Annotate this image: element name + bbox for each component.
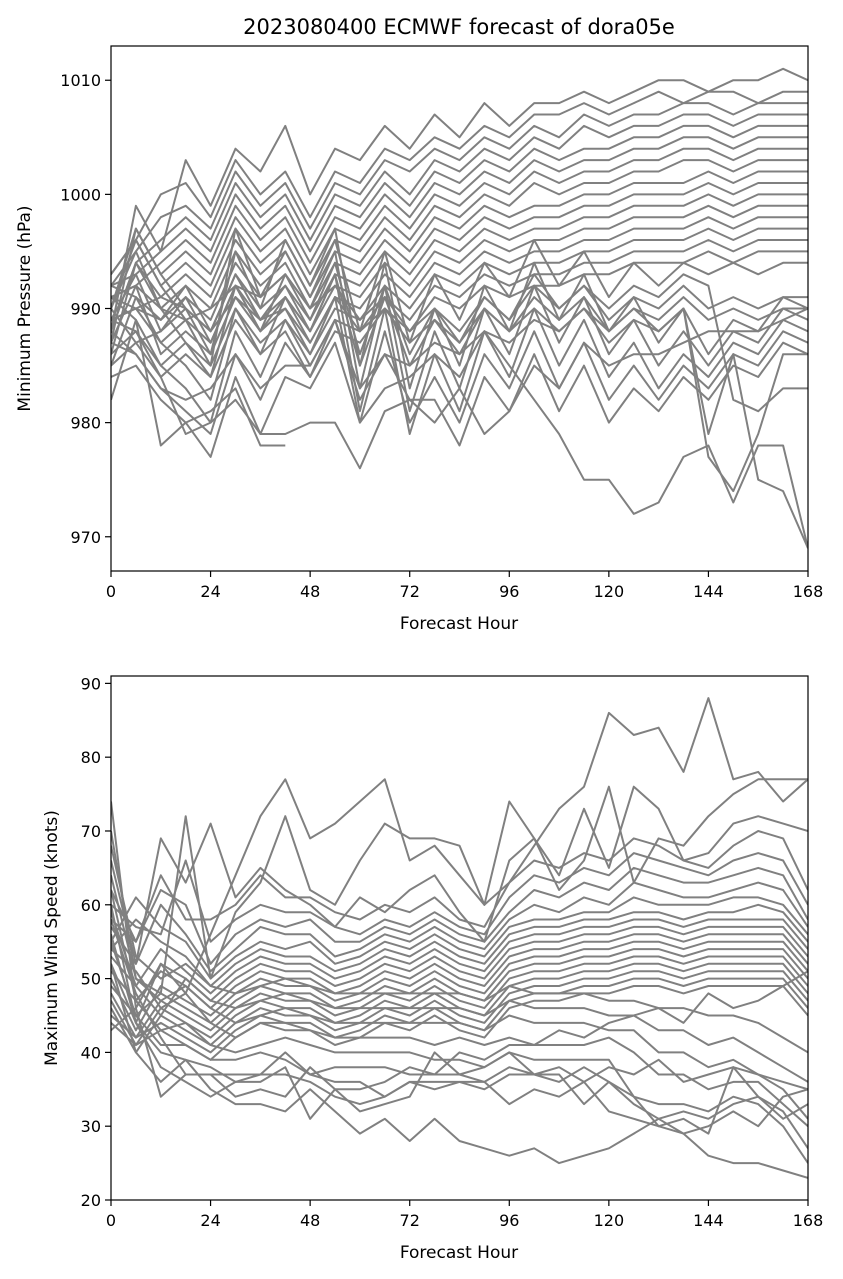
wind-series: [111, 697, 808, 1179]
wind-series-line-3: [111, 785, 808, 965]
pressure-series-line-12: [111, 204, 808, 333]
wind-series-line-1: [111, 697, 808, 1010]
pressure-series-line-28: [111, 307, 808, 549]
pressure-y-axis-label: Minimum Pressure (hPa): [15, 205, 35, 411]
wind-x-tick-label: 96: [499, 1211, 519, 1230]
wind-y-tick-label: 60: [81, 896, 101, 915]
pressure-y-tick-label: 1000: [60, 185, 101, 204]
wind-series-line-20: [111, 970, 808, 1098]
pressure-series-line-7: [111, 147, 808, 343]
pressure-y-tick-label: 1010: [60, 71, 101, 90]
wind-series-line-19: [111, 985, 808, 1061]
wind-series-line-30: [111, 845, 808, 1054]
pressure-x-tick-label: 120: [594, 582, 625, 601]
wind-series-line-28: [111, 875, 808, 1120]
wind-series-line-23: [111, 919, 808, 1135]
wind-series-line-22: [111, 934, 808, 1179]
wind-y-tick-label: 30: [81, 1117, 101, 1136]
wind-series-line-12: [111, 933, 808, 1010]
pressure-series-line-5: [111, 124, 808, 321]
wind-series-line-25: [111, 941, 808, 1149]
wind-series-line-15: [111, 955, 808, 1039]
wind-series-line-4: [111, 830, 808, 943]
wind-series-line-5: [111, 852, 808, 943]
wind-series-line-17: [111, 970, 808, 1054]
wind-series-line-13: [111, 940, 808, 1032]
pressure-series-line-17: [111, 227, 808, 390]
wind-y-tick-label: 20: [81, 1191, 101, 1210]
pressure-y-ticks: 970 980 990 1000 1010: [60, 71, 111, 547]
chart-title: 2023080400 ECMWF forecast of dora05e: [243, 15, 675, 39]
wind-series-line-10: [111, 918, 808, 995]
pressure-x-axis-label: Forecast Hour: [400, 614, 518, 634]
pressure-series-line-6: [111, 136, 808, 299]
pressure-series-line-29: [111, 273, 808, 413]
pressure-x-ticks: 0 24 48 72 96 120 144 168: [106, 571, 823, 601]
wind-y-tick-label: 70: [81, 822, 101, 841]
wind-series-line-27: [111, 948, 808, 1127]
pressure-series-line-21: [111, 318, 808, 447]
pressure-x-tick-label: 144: [693, 582, 724, 601]
wind-series-line-9: [111, 903, 808, 987]
pressure-series-line-20: [111, 296, 808, 424]
pressure-series-line-3: [111, 102, 808, 287]
pressure-series-line-4: [111, 113, 808, 355]
pressure-series-line-8: [111, 159, 808, 287]
wind-x-tick-label: 72: [400, 1211, 420, 1230]
pressure-x-tick-label: 24: [200, 582, 220, 601]
pressure-x-tick-label: 96: [499, 582, 519, 601]
pressure-series-line-24: [111, 227, 808, 367]
pressure-series: [111, 67, 808, 549]
wind-y-tick-label: 40: [81, 1043, 101, 1062]
wind-plot-frame: [110, 675, 809, 1201]
pressure-series-line-9: [111, 170, 808, 332]
pressure-series-line-25: [111, 307, 808, 470]
pressure-x-tick-label: 48: [300, 582, 320, 601]
pressure-series-line-15: [111, 239, 808, 367]
wind-y-tick-label: 90: [81, 674, 101, 693]
pressure-series-line-26: [111, 318, 286, 447]
pressure-series-line-30: [111, 296, 808, 493]
pressure-series-line-10: [111, 182, 808, 310]
wind-y-tick-label: 50: [81, 970, 101, 989]
pressure-y-tick-label: 980: [70, 414, 101, 433]
wind-x-tick-label: 24: [200, 1211, 220, 1230]
wind-x-tick-label: 48: [300, 1211, 320, 1230]
wind-series-line-11: [111, 925, 808, 1024]
pressure-series-line-2: [111, 90, 808, 309]
wind-series-line-26: [111, 889, 808, 1164]
wind-y-axis-label: Maximum Wind Speed (knots): [42, 810, 62, 1066]
wind-x-tick-label: 0: [106, 1211, 116, 1230]
wind-x-tick-label: 120: [594, 1211, 625, 1230]
pressure-series-line-1: [111, 67, 808, 332]
wind-y-tick-label: 80: [81, 748, 101, 767]
pressure-plot-frame: [110, 45, 809, 572]
pressure-x-tick-label: 72: [400, 582, 420, 601]
pressure-series-line-27: [111, 307, 808, 549]
wind-y-ticks: 20 30 40 50 60 70 80 90: [81, 674, 111, 1210]
pressure-x-tick-label: 168: [793, 582, 824, 601]
wind-series-line-2: [111, 778, 808, 995]
wind-series-line-29: [111, 911, 808, 1083]
wind-series-line-7: [111, 881, 808, 973]
wind-x-axis-label: Forecast Hour: [400, 1243, 518, 1263]
pressure-y-tick-label: 990: [70, 300, 101, 319]
wind-x-tick-label: 144: [693, 1211, 724, 1230]
pressure-x-tick-label: 0: [106, 582, 116, 601]
wind-x-tick-label: 168: [793, 1211, 824, 1230]
wind-chart: 0 24 48 72 96 120 144 168 20 30 40 50 60 70 80 90 Fore…: [42, 674, 823, 1263]
wind-series-line-8: [111, 896, 808, 980]
wind-series-line-6: [111, 866, 808, 965]
pressure-chart: 2023080400 ECMWF forecast of dora05e 0 24…: [15, 15, 823, 634]
wind-x-ticks: 0 24 48 72 96 120 144 168: [106, 1200, 823, 1230]
pressure-y-tick-label: 970: [70, 528, 101, 547]
